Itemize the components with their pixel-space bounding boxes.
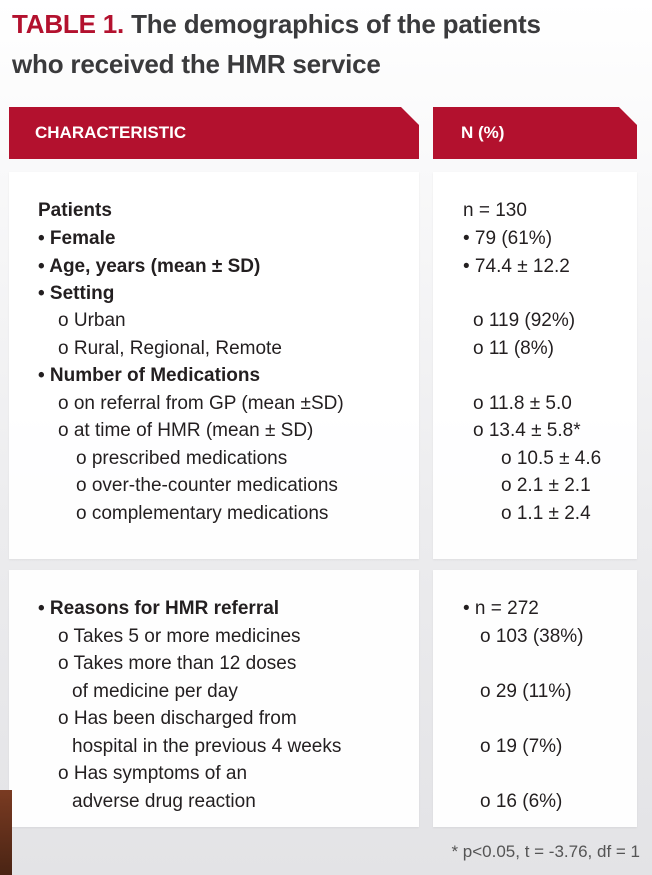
- row-time-hmr-label: o at time of HMR (mean ± SD): [58, 420, 314, 441]
- header-characteristic: CHARACTERISTIC: [9, 107, 419, 159]
- row-age-label: • Age, years (mean ± SD): [38, 256, 261, 277]
- row-otc-value: o 2.1 ± 2.1: [501, 475, 591, 496]
- row-rural-value: o 11 (8%): [473, 338, 554, 359]
- row-complementary-label: o complementary medications: [76, 503, 329, 524]
- row-otc-label: o over-the-counter medications: [76, 475, 338, 496]
- row-female-label: • Female: [38, 228, 116, 249]
- row-urban-value: o 119 (92%): [473, 310, 576, 331]
- row-adverse-value: o 16 (6%): [480, 791, 563, 812]
- row-patients-label: Patients: [38, 200, 112, 221]
- row-twelve-doses-label-cont: of medicine per day: [72, 681, 238, 702]
- row-discharged-value: o 19 (7%): [480, 736, 563, 757]
- header-characteristic-label: CHARACTERISTIC: [35, 123, 187, 142]
- row-num-medications-label: • Number of Medications: [38, 365, 261, 386]
- footnote: * p<0.05, t = -3.76, df = 1: [451, 842, 640, 861]
- row-prescribed-value: o 10.5 ± 4.6: [501, 448, 602, 469]
- row-adverse-label-cont: adverse drug reaction: [72, 791, 256, 812]
- row-referral-gp-value: o 11.8 ± 5.0: [473, 393, 572, 414]
- row-female-value: • 79 (61%): [463, 228, 553, 249]
- row-time-hmr-value: o 13.4 ± 5.8*: [473, 420, 581, 441]
- table-number: TABLE 1.: [12, 9, 125, 39]
- title-line-2: who received the HMR service: [12, 49, 381, 79]
- row-twelve-doses-value: o 29 (11%): [480, 681, 572, 702]
- table-title: TABLE 1. The demographics of the patient…: [12, 4, 642, 84]
- row-five-medicines-value: o 103 (38%): [480, 626, 584, 647]
- header-n-percent-label: N (%): [461, 123, 505, 142]
- row-patients-value: n = 130: [463, 200, 527, 221]
- row-complementary-value: o 1.1 ± 2.4: [501, 503, 591, 524]
- section2-values-panel: [433, 570, 637, 827]
- header-n-percent: N (%): [433, 107, 637, 159]
- section2-characteristics-panel: [9, 570, 419, 827]
- row-twelve-doses-label: o Takes more than 12 doses: [58, 653, 297, 674]
- row-adverse-label: o Has symptoms of an: [58, 763, 248, 784]
- row-age-value: • 74.4 ± 12.2: [463, 256, 570, 277]
- row-discharged-label-cont: hospital in the previous 4 weeks: [72, 736, 342, 757]
- row-urban-label: o Urban: [58, 310, 126, 331]
- row-prescribed-label: o prescribed medications: [76, 448, 288, 469]
- section1-values-panel: [433, 172, 637, 559]
- row-discharged-label: o Has been discharged from: [58, 708, 297, 729]
- row-rural-label: o Rural, Regional, Remote: [58, 338, 282, 359]
- section1-characteristics-panel: [9, 172, 419, 559]
- row-referral-gp-label: o on referral from GP (mean ±SD): [58, 393, 344, 414]
- title-line-1: The demographics of the patients: [124, 9, 541, 39]
- row-reasons-label: • Reasons for HMR referral: [38, 598, 280, 619]
- background-decoration: [0, 790, 12, 875]
- row-setting-label: • Setting: [38, 283, 115, 304]
- row-five-medicines-label: o Takes 5 or more medicines: [58, 626, 301, 647]
- row-reasons-value: • n = 272: [463, 598, 539, 619]
